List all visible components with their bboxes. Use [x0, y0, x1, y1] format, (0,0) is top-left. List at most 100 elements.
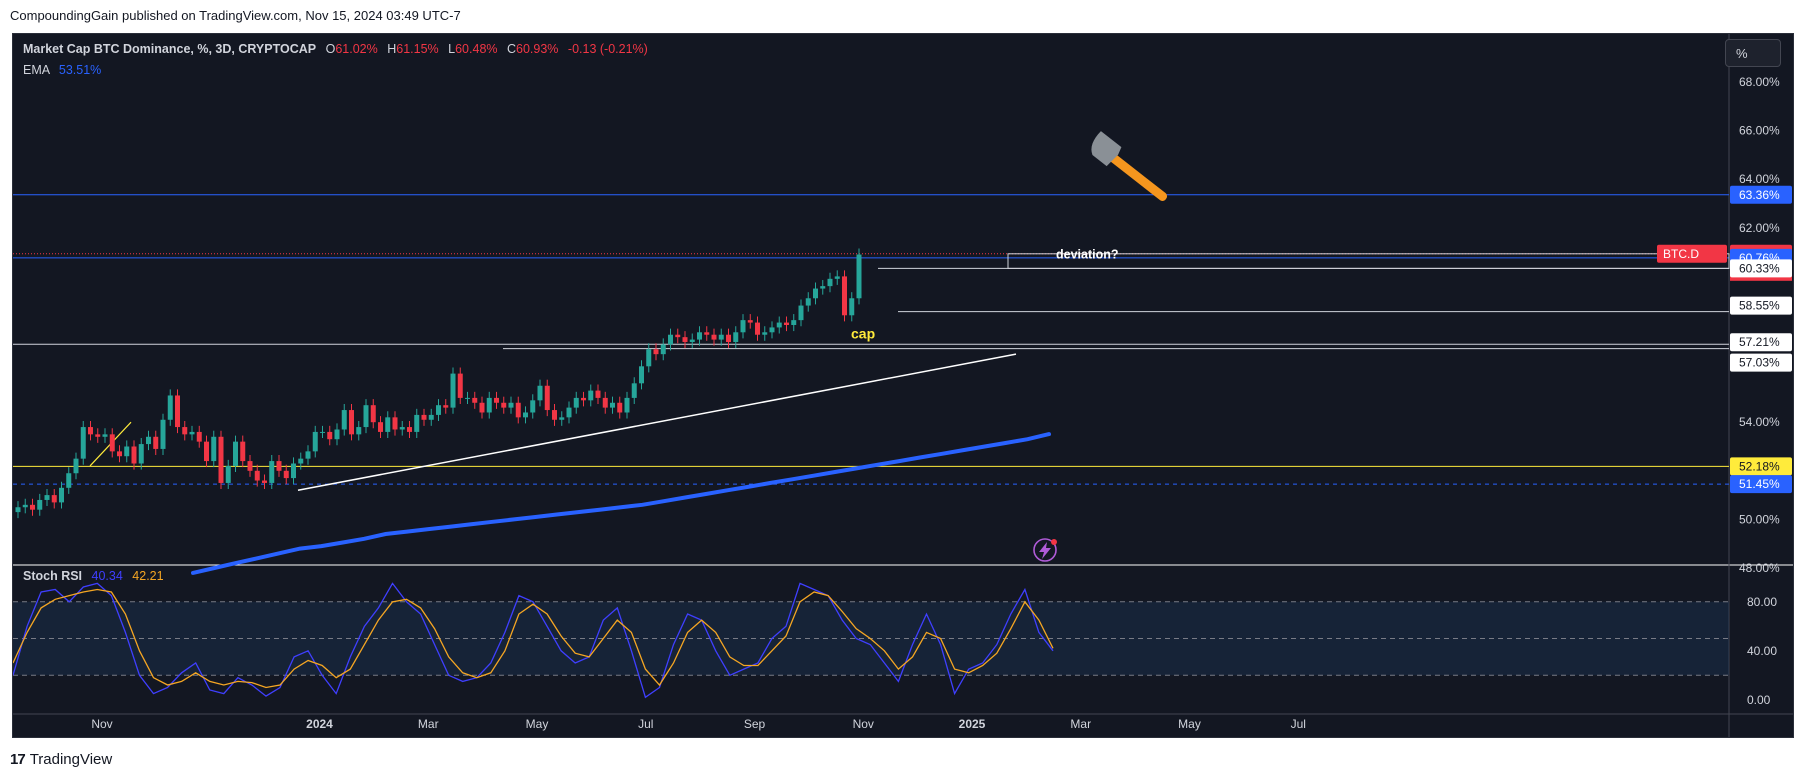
- candle: [399, 427, 405, 430]
- price-tag: [1730, 475, 1792, 494]
- candle: [740, 320, 746, 333]
- candle: [349, 410, 354, 435]
- candle: [414, 414, 420, 432]
- candle: [827, 278, 833, 287]
- candle: [312, 431, 318, 452]
- candle: [755, 322, 760, 335]
- chart-panel[interactable]: 48.00% 50.00% 54.00% 62.00% 64.00% 66.00% 68.0…: [12, 33, 1794, 738]
- candle: [566, 407, 572, 418]
- candle: [305, 451, 311, 459]
- symbol-legend[interactable]: Market Cap BTC Dominance, %, 3D, CRYPTOC…: [23, 42, 648, 56]
- candle: [95, 434, 101, 437]
- cap-annotation: cap: [851, 326, 875, 342]
- candle: [175, 395, 180, 428]
- stoch-tick-label: 0.00: [1747, 693, 1771, 707]
- candle: [189, 431, 195, 435]
- candle: [182, 427, 188, 435]
- candle: [733, 332, 739, 343]
- candle: [472, 397, 478, 403]
- candle: [769, 327, 775, 333]
- candle: [66, 473, 72, 488]
- deviation-box: [1007, 253, 1730, 269]
- price-axis-bg: [1729, 34, 1793, 737]
- candle: [117, 451, 122, 457]
- hammer-head: [1091, 131, 1122, 167]
- candle: [588, 390, 594, 401]
- candle: [146, 436, 151, 445]
- candle: [269, 461, 275, 483]
- candle: [494, 397, 499, 403]
- price-tag-label: 58.55%: [1739, 299, 1780, 313]
- candle: [450, 373, 456, 408]
- candle: [370, 405, 376, 423]
- price-tag: [1730, 353, 1792, 372]
- symbol-tag-label: BTC.D: [1663, 247, 1699, 261]
- candle: [668, 334, 673, 345]
- candle: [530, 400, 536, 413]
- candle: [537, 385, 543, 401]
- stoch-d-value: 42.21: [132, 569, 164, 583]
- ema-line: [191, 432, 1051, 575]
- candle: [73, 458, 79, 474]
- candle: [573, 397, 579, 408]
- candle: [51, 495, 57, 503]
- candle: [617, 402, 623, 413]
- candle: [378, 422, 383, 432]
- candle: [356, 427, 362, 435]
- candle: [88, 427, 93, 435]
- candle: [421, 414, 427, 420]
- candle: [15, 507, 21, 513]
- price-tag: [1730, 333, 1792, 352]
- candle: [515, 402, 521, 418]
- candle: [131, 446, 137, 464]
- price-tag-label: 52.18%: [1739, 459, 1780, 473]
- candle: [204, 441, 209, 462]
- candle: [341, 410, 347, 430]
- candle: [718, 334, 724, 340]
- candle: [44, 495, 50, 500]
- candle: [291, 463, 296, 479]
- time-tick-label: 2025: [959, 717, 986, 731]
- candle: [363, 405, 369, 428]
- candle: [595, 390, 601, 398]
- candle: [327, 431, 333, 440]
- time-tick-label: Mar: [1070, 717, 1091, 731]
- candle: [59, 487, 64, 503]
- ema-label: EMA: [23, 63, 50, 77]
- price-tag-label: 57.03%: [1739, 356, 1780, 370]
- ema-legend[interactable]: EMA 53.51%: [23, 63, 101, 77]
- chart-canvas[interactable]: 48.00% 50.00% 54.00% 62.00% 64.00% 66.00% 68.0…: [13, 34, 1793, 737]
- candle: [385, 417, 391, 432]
- stoch-k-value: 40.34: [91, 569, 123, 583]
- candle: [682, 337, 688, 343]
- candle: [443, 405, 449, 408]
- ema-value: 53.51%: [58, 63, 102, 77]
- close-value: 60.93%: [516, 42, 559, 56]
- candle: [523, 412, 528, 418]
- candle: [856, 254, 862, 299]
- candle: [581, 397, 586, 401]
- candle: [834, 276, 840, 279]
- price-tag-label: 60.33%: [1739, 261, 1780, 275]
- candle: [544, 385, 550, 411]
- percent-scale-button[interactable]: %: [1725, 39, 1781, 67]
- price-tag-label: 51.45%: [1739, 477, 1780, 491]
- candle: [805, 298, 811, 306]
- candle: [240, 441, 246, 462]
- candle: [320, 431, 325, 433]
- tradingview-footer[interactable]: 17 TradingView: [10, 748, 112, 772]
- price-tick-label: 62.00%: [1739, 221, 1780, 235]
- time-tick-label: Nov: [91, 717, 112, 731]
- candle: [762, 332, 768, 335]
- stoch-tick-label: 40.00: [1747, 644, 1777, 658]
- candle: [80, 427, 86, 459]
- stoch-rsi-legend[interactable]: Stoch RSI 40.34 42.21: [23, 569, 164, 583]
- candle: [37, 499, 43, 510]
- candle: [776, 322, 782, 328]
- stoch-rsi-label: Stoch RSI: [23, 569, 83, 583]
- candle: [160, 419, 166, 449]
- candle: [465, 397, 470, 399]
- deviation-annotation: deviation?: [1056, 248, 1119, 262]
- time-tick-label: May: [1178, 717, 1201, 731]
- candle: [501, 402, 507, 408]
